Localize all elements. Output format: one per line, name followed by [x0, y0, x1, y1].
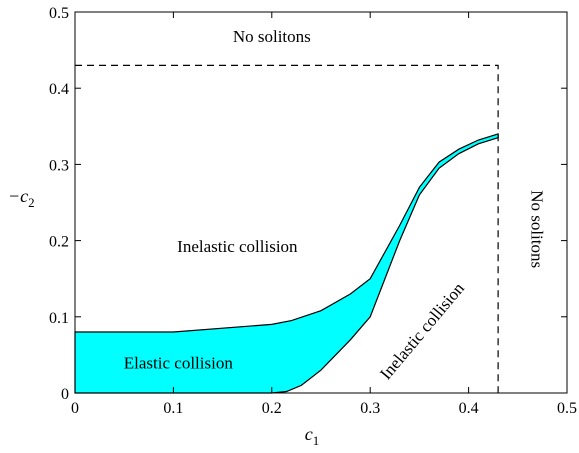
axes-frame: [74, 11, 568, 394]
x-axis-label: c1: [305, 424, 320, 448]
x-tick-label: 0.4: [459, 400, 479, 417]
y-tick-label: 0.4: [49, 81, 69, 98]
x-tick-label: 0.5: [557, 400, 577, 417]
x-tick-label: 0: [71, 400, 79, 417]
y-tick-label: 0.2: [49, 234, 69, 251]
region-annotation: Elastic collision: [124, 354, 234, 373]
x-tick-label: 0.2: [262, 400, 282, 417]
y-tick-label: 0.1: [49, 310, 69, 327]
x-axis: 0 0.1 0.2 0.3 0.4 0.5: [71, 12, 577, 417]
region-annotation: Inelastic collision: [376, 278, 468, 383]
x-tick-label: 0.3: [360, 400, 380, 417]
y-axis-label: −c2: [8, 186, 35, 210]
y-axis: 0 0.1 0.2 0.3 0.4 0.5: [49, 5, 567, 403]
y-tick-label: 0.5: [49, 5, 69, 22]
y-tick-label: 0: [61, 386, 69, 403]
region-annotation: No solitons: [233, 27, 311, 46]
soliton-existence-boundary: [75, 64, 499, 393]
region-annotation: No solitons: [528, 190, 547, 268]
y-tick-label: 0.3: [49, 157, 69, 174]
region-annotation: Inelastic collision: [177, 237, 298, 256]
plot-area: [74, 11, 568, 394]
x-tick-label: 0.1: [163, 400, 183, 417]
